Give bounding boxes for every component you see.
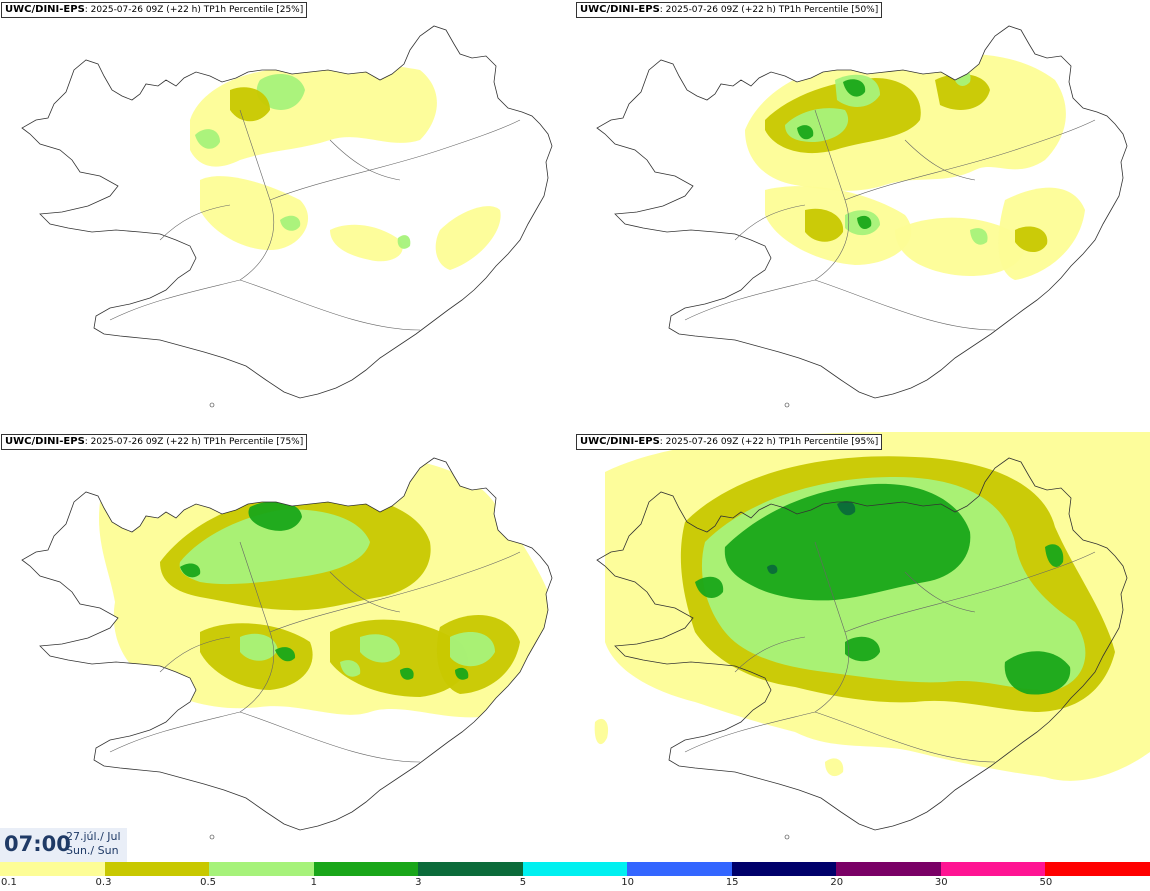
map-panel-50: UWC/DINI-EPS: 2025-07-26 09Z (+22 h) TP1… <box>575 0 1150 432</box>
day-line: Sun./ Sun <box>66 844 119 857</box>
precip-area <box>935 74 990 110</box>
road-network <box>109 109 521 331</box>
valid-time: 07:00 <box>4 832 71 856</box>
colorbar-label: 1 <box>310 877 317 888</box>
colorbar-segment <box>0 862 106 876</box>
precip-area <box>805 208 844 242</box>
vestmannaeyjar-islet <box>209 402 215 408</box>
precip-area <box>280 215 301 231</box>
colorbar-segment <box>836 862 942 876</box>
colorbar-segment <box>209 862 315 876</box>
precip-area <box>455 667 469 680</box>
map-panel-75: UWC/DINI-EPS: 2025-07-26 09Z (+22 h) TP1… <box>0 432 575 864</box>
precip-area <box>340 660 361 677</box>
panel-title: UWC/DINI-EPS: 2025-07-26 09Z (+22 h) TP1… <box>576 434 883 450</box>
precip-area <box>970 228 988 245</box>
colorbar-label: 3 <box>415 877 422 888</box>
precip-colorbar <box>0 862 1150 876</box>
precip-area <box>230 87 270 122</box>
valid-date: 27.júl./ Jul Sun./ Sun <box>66 830 121 858</box>
panel-title: UWC/DINI-EPS: 2025-07-26 09Z (+22 h) TP1… <box>1 434 308 450</box>
coastline <box>596 25 1128 399</box>
date-line: 27.júl./ Jul <box>66 830 121 843</box>
precip-area <box>435 206 501 270</box>
panel-title: UWC/DINI-EPS: 2025-07-26 09Z (+22 h) TP1… <box>1 2 308 18</box>
precip-area <box>797 125 814 140</box>
coastline <box>21 25 553 399</box>
precip-area <box>256 74 305 110</box>
precip-field <box>99 458 552 718</box>
colorbar-segment <box>104 862 210 876</box>
colorbar-label: 0.1 <box>1 877 17 888</box>
precip-area <box>450 632 495 667</box>
road-network <box>109 541 521 763</box>
colorbar-label: 0.3 <box>95 877 112 888</box>
colorbar-label: 30 <box>934 877 948 888</box>
precip-area <box>400 667 414 680</box>
coastline <box>21 457 553 831</box>
vestmannaeyjar-islet <box>784 402 790 408</box>
vestmannaeyjar-islet <box>784 834 790 840</box>
colorbar-segment <box>940 862 1046 876</box>
colorbar-label: 15 <box>725 877 739 888</box>
colorbar-segment <box>418 862 524 876</box>
precip-area <box>179 509 370 585</box>
precip-area <box>675 40 706 65</box>
colorbar-label: 10 <box>621 877 634 888</box>
precip-area <box>695 576 724 598</box>
precip-area <box>843 79 866 97</box>
precip-map <box>594 432 1150 840</box>
colorbar-segment <box>627 862 733 876</box>
precip-area <box>825 758 844 777</box>
precip-area <box>248 501 302 531</box>
colorbar-segment <box>522 862 628 876</box>
precip-area <box>895 217 1026 276</box>
colorbar-label: 0.5 <box>200 877 216 888</box>
colorbar-labels: 0.1 0.3 0.5 1 3 5 10 15 20 30 50 <box>0 876 1150 891</box>
road-network <box>684 109 1096 331</box>
road-network <box>684 541 1096 763</box>
precip-area <box>190 64 437 167</box>
precip-field <box>675 40 1085 280</box>
colorbar-segment <box>313 862 419 876</box>
precip-area <box>767 564 778 575</box>
precip-area <box>837 501 856 516</box>
precip-area <box>845 636 880 662</box>
precip-area <box>200 176 309 250</box>
coastline <box>596 457 1128 831</box>
colorbar-segment <box>731 862 837 876</box>
precip-map <box>21 25 553 408</box>
map-panel-95: UWC/DINI-EPS: 2025-07-26 09Z (+22 h) TP1… <box>575 432 1150 864</box>
precip-area <box>1045 544 1064 567</box>
colorbar-segment <box>1045 862 1150 876</box>
panel-title: UWC/DINI-EPS: 2025-07-26 09Z (+22 h) TP1… <box>576 2 883 18</box>
precip-area <box>275 647 296 662</box>
precip-area <box>180 563 201 578</box>
precip-area <box>1015 226 1048 253</box>
precip-map <box>21 457 553 840</box>
precip-field <box>594 432 1150 781</box>
precip-field <box>190 64 501 270</box>
precip-area <box>397 235 411 249</box>
vestmannaeyjar-islet <box>209 834 215 840</box>
precip-area <box>330 224 403 262</box>
precip-area <box>360 634 400 663</box>
precip-area <box>724 483 971 601</box>
colorbar-label: 50 <box>1039 877 1053 888</box>
colorbar-label: 20 <box>830 877 844 888</box>
precip-area <box>240 633 278 661</box>
precip-area <box>1004 651 1071 695</box>
colorbar-label: 5 <box>519 877 527 888</box>
map-panel-25: UWC/DINI-EPS: 2025-07-26 09Z (+22 h) TP1… <box>0 0 575 432</box>
precip-area <box>594 718 609 745</box>
precip-area <box>857 215 872 230</box>
precip-map <box>596 25 1128 408</box>
valid-time-box: 07:00 27.júl./ Jul Sun./ Sun <box>0 828 127 862</box>
precip-area <box>195 129 220 149</box>
